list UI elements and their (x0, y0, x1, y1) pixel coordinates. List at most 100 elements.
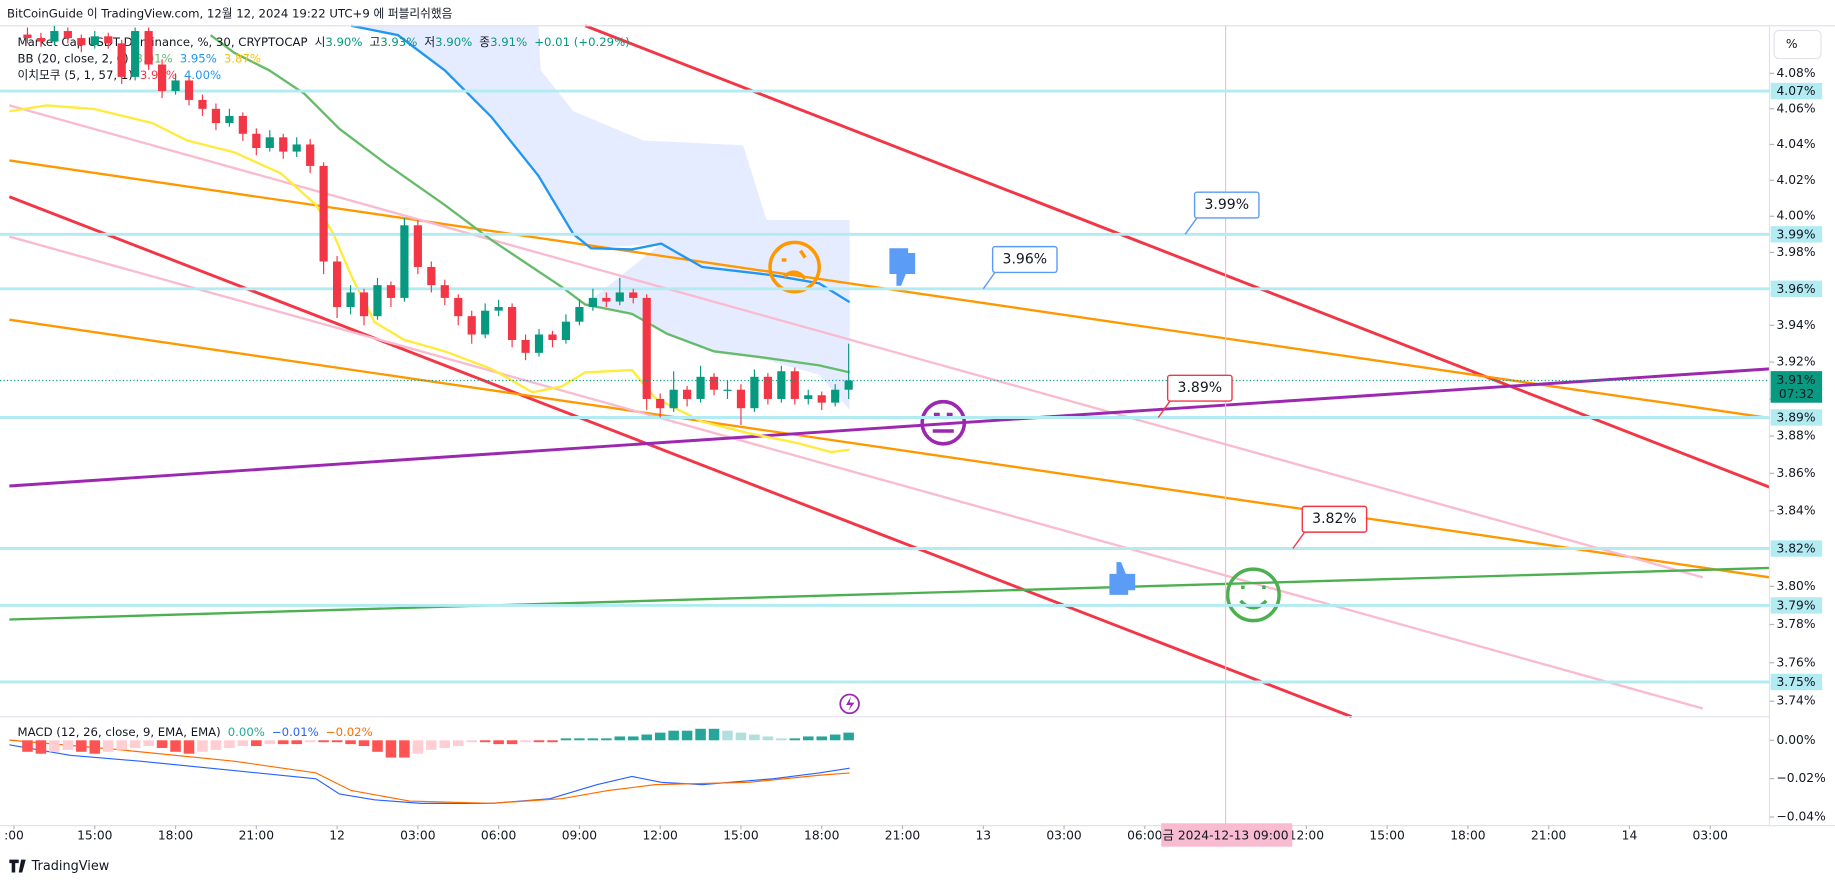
macd-bar (654, 732, 666, 741)
macd-bar (89, 740, 101, 754)
candle-body (23, 34, 32, 39)
macd-bar (264, 740, 276, 745)
macd-bar (304, 740, 316, 743)
macd-bar (62, 740, 74, 750)
macd-bar (372, 740, 383, 752)
macd-bar (816, 736, 827, 741)
macd-bar (237, 740, 249, 747)
x-tick-label: 14 (1622, 829, 1638, 843)
macd-bar (829, 734, 841, 741)
ohlc-value: 3.90% (435, 35, 472, 49)
level-label-bg (1770, 540, 1823, 557)
ohlc-value: 3.90% (325, 35, 362, 49)
macd-bar (722, 730, 733, 741)
macd-y-tick-label: −0.02% (1776, 771, 1825, 785)
macd-bar (224, 740, 235, 748)
candle-body (575, 307, 584, 322)
candle-body (77, 38, 86, 46)
macd-bar (789, 738, 801, 741)
callout-box (991, 245, 1058, 274)
crosshair-label: 금 2024-12-13 09:00 (1163, 829, 1289, 843)
candle-body (265, 137, 274, 149)
macd-bar (22, 740, 33, 752)
callout-box (1193, 191, 1260, 219)
candle-body (440, 285, 449, 298)
scale-button-label[interactable]: % (1786, 37, 1798, 51)
macd-bar (601, 738, 612, 741)
ohlc-label: 종 (479, 35, 490, 49)
trendline (9, 235, 1704, 710)
level-label-bg (1770, 280, 1823, 297)
candle-body (63, 31, 72, 39)
candle-body (642, 297, 651, 399)
candle-body (373, 285, 382, 317)
x-tick-label: 18:00 (158, 829, 193, 843)
trendline (9, 318, 1770, 579)
ichimoku-legend: 이치모쿠 (5, 1, 57, 1)3.91%4.00% (18, 67, 222, 81)
x-tick-label: 03:00 (400, 829, 435, 843)
candle-body (790, 371, 799, 399)
footer-logo (9, 859, 26, 873)
macd-bar (183, 740, 195, 754)
candle-body (804, 395, 813, 399)
y-tick-label: 4.04% (1776, 137, 1815, 151)
level-label-bg (1770, 226, 1823, 243)
indicator-line (209, 34, 850, 374)
macd-bar (735, 732, 747, 741)
macd-bar (843, 732, 854, 741)
candle-body (184, 80, 194, 100)
macd-bar (331, 740, 343, 743)
callout-label: 3.96% (1003, 252, 1048, 268)
macd-bar (614, 736, 626, 741)
macd-bar (547, 740, 558, 743)
x-tick-label: 15:00 (77, 829, 112, 843)
scale-button[interactable] (1773, 29, 1822, 60)
y-tick-label: 3.84% (1776, 503, 1815, 517)
candle-body (198, 99, 207, 109)
level-label: 3.99% (1776, 227, 1815, 241)
candle-body (36, 38, 46, 42)
candle-body (763, 376, 772, 399)
macd-bar (143, 740, 154, 747)
trendline (9, 566, 1770, 621)
x-tick-label: 12 (329, 829, 345, 843)
callout-pointer (982, 271, 996, 290)
macd-bar (251, 740, 262, 747)
macd-bar (318, 740, 329, 743)
candle-body (332, 261, 342, 308)
level-label-bg (1770, 82, 1823, 100)
indicator-name: MACD (12, 26, close, 9, EMA, EMA) (18, 724, 221, 738)
candle-body (306, 144, 315, 166)
candle-body (534, 334, 544, 353)
macd-bar (587, 738, 599, 741)
candle-body (683, 389, 692, 399)
x-tick-label: 18:00 (1450, 829, 1485, 843)
x-tick-label: 15:00 (723, 829, 758, 843)
callout-box (1166, 374, 1233, 402)
y-tick-label: 3.92% (1776, 355, 1815, 369)
macd-bar (291, 740, 302, 745)
macd-bar (479, 740, 491, 743)
macd-bar (439, 740, 451, 748)
macd-bar (681, 730, 693, 741)
macd-bar (76, 740, 87, 752)
y-tick-label: 3.78% (1776, 617, 1815, 631)
crosshair-label-bg (1161, 823, 1293, 847)
candle-body (817, 395, 826, 403)
ohlc-label: 고 (369, 35, 380, 49)
macd-bar (345, 740, 356, 745)
x-tick-label: 03:00 (1046, 829, 1081, 843)
macd-bar (749, 734, 760, 741)
ohlc-label: 시 (315, 35, 326, 49)
x-tick-label: 12:00 (642, 829, 677, 843)
candle-body (656, 398, 665, 409)
macd-bar (412, 740, 424, 754)
x-tick-label: 12:00 (1289, 829, 1324, 843)
callout-label: 3.89% (1178, 380, 1223, 396)
macd-bar (627, 736, 639, 741)
y-tick-label: 4.00% (1776, 209, 1815, 223)
candle-body (157, 64, 167, 92)
macd-bar (560, 738, 572, 741)
